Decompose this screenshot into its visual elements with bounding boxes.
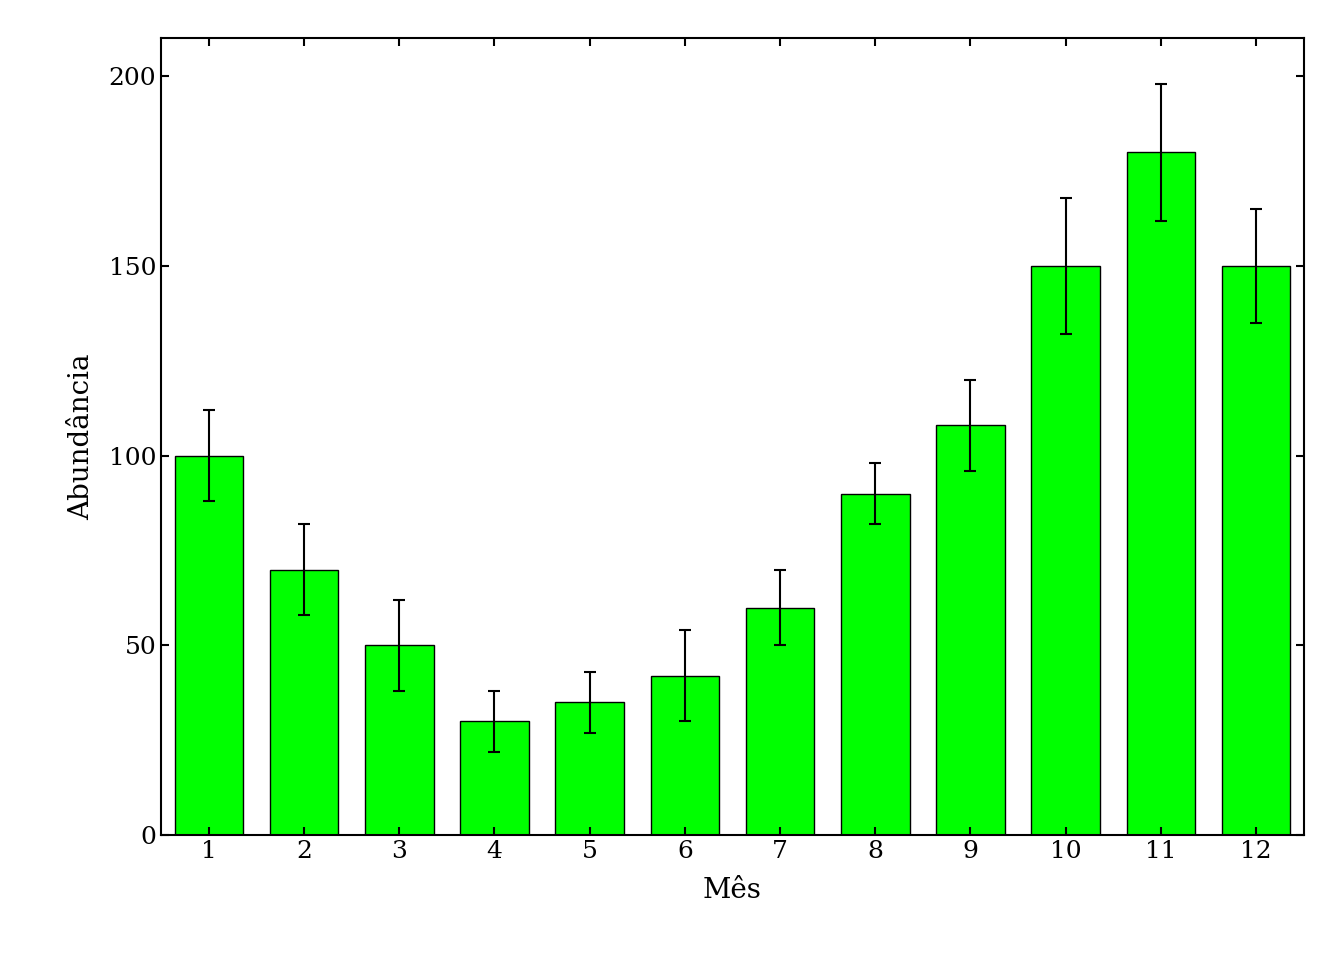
Y-axis label: Abundância: Abundância xyxy=(69,353,95,520)
Bar xyxy=(746,608,814,835)
Bar xyxy=(650,676,719,835)
Bar xyxy=(1031,266,1099,835)
X-axis label: Mês: Mês xyxy=(703,876,762,904)
Bar xyxy=(1222,266,1290,835)
Bar xyxy=(1126,153,1195,835)
Bar xyxy=(937,425,1005,835)
Bar xyxy=(175,456,243,835)
Bar xyxy=(841,493,910,835)
Bar xyxy=(460,721,528,835)
Bar xyxy=(555,703,624,835)
Bar xyxy=(270,569,339,835)
Bar xyxy=(366,645,434,835)
